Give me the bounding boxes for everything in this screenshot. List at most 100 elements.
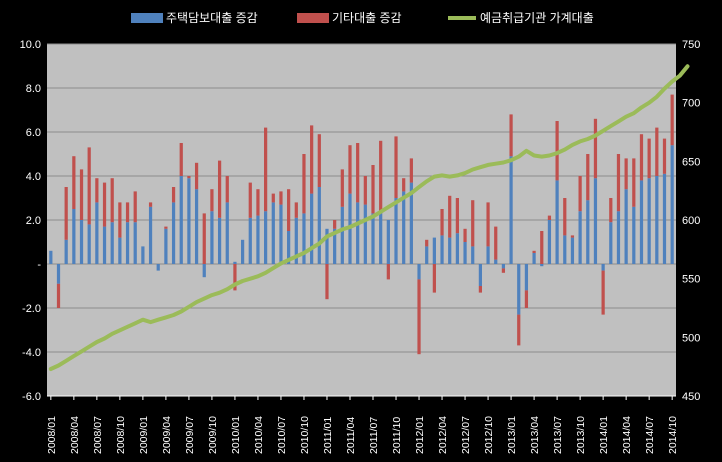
housing-loan-bar bbox=[294, 217, 298, 264]
y-left-tick-label: - bbox=[37, 259, 41, 271]
x-tick-label: 2011/07 bbox=[368, 417, 380, 454]
y-right-tick-label: 650 bbox=[682, 156, 700, 168]
legend-label: 주택담보대출 증감 bbox=[166, 11, 258, 25]
housing-loan-bar bbox=[141, 246, 145, 264]
housing-loan-bar bbox=[325, 228, 329, 264]
other-loan-bar bbox=[102, 182, 107, 227]
housing-loan-bar bbox=[302, 213, 306, 264]
legend-swatch bbox=[131, 13, 163, 23]
x-tick-label: 2010/04 bbox=[253, 416, 265, 454]
housing-loan-bar bbox=[670, 145, 674, 264]
axes: -6.0-4.0-2.0-2.04.06.08.010.045050055060… bbox=[20, 39, 701, 454]
other-loan-bar bbox=[95, 178, 99, 203]
housing-loan-bar bbox=[217, 217, 222, 264]
other-loan-bar bbox=[79, 169, 84, 220]
other-loan-bar bbox=[194, 162, 199, 190]
y-right-tick-label: 500 bbox=[682, 332, 700, 344]
other-loan-bar bbox=[501, 268, 506, 273]
housing-loan-bar bbox=[425, 246, 429, 264]
x-tick-label: 2014/07 bbox=[644, 416, 656, 454]
housing-loan-bar bbox=[463, 242, 467, 264]
other-loan-bar bbox=[632, 158, 636, 207]
other-loan-bar bbox=[455, 198, 459, 234]
housing-loan-bar bbox=[609, 222, 613, 264]
housing-loan-bar bbox=[148, 206, 153, 264]
other-loan-bar bbox=[287, 189, 291, 231]
housing-loan-bar bbox=[432, 237, 436, 264]
housing-loan-bar bbox=[440, 235, 444, 264]
housing-loan-bar bbox=[363, 204, 367, 264]
housing-loan-bar bbox=[164, 228, 168, 264]
other-loan-bar bbox=[56, 283, 61, 308]
housing-loan-bar bbox=[310, 193, 314, 264]
other-loan-bar bbox=[440, 209, 444, 236]
x-tick-label: 2010/10 bbox=[299, 416, 311, 454]
housing-loan-bar bbox=[639, 180, 644, 264]
other-loan-bar bbox=[187, 176, 191, 179]
housing-loan-bar bbox=[248, 217, 252, 264]
housing-loan-bar bbox=[179, 176, 183, 264]
other-loan-bar bbox=[540, 231, 544, 264]
other-loan-bar bbox=[494, 226, 498, 260]
line-series bbox=[48, 64, 690, 371]
other-loan-bar bbox=[87, 147, 91, 225]
housing-loan-bar bbox=[593, 178, 598, 264]
housing-loan-bar bbox=[87, 224, 91, 264]
other-loan-bar bbox=[264, 127, 268, 212]
housing-loan-bar bbox=[386, 220, 390, 264]
other-loan-bar bbox=[409, 158, 413, 183]
housing-loan-bar bbox=[49, 250, 53, 264]
other-loan-bar bbox=[133, 191, 137, 223]
housing-loan-bar bbox=[210, 211, 214, 264]
housing-loan-bar bbox=[187, 178, 191, 264]
legend-label: 예금취급기관 가계대출 bbox=[480, 11, 594, 25]
y-left-tick-label: 8.0 bbox=[26, 83, 41, 95]
x-tick-label: 2012/07 bbox=[460, 416, 472, 454]
x-tick-label: 2009/01 bbox=[138, 416, 150, 454]
x-tick-label: 2014/10 bbox=[667, 416, 679, 454]
other-loan-bar bbox=[317, 134, 321, 187]
y-right-tick-label: 600 bbox=[682, 215, 700, 227]
housing-loan-bar bbox=[632, 206, 636, 264]
other-loan-bar bbox=[532, 250, 536, 253]
other-loan-bar bbox=[578, 176, 582, 212]
other-loan-bar bbox=[432, 264, 436, 293]
housing-loan-bar bbox=[194, 189, 199, 264]
x-tick-label: 2008/10 bbox=[115, 416, 127, 454]
housing-loan-bar bbox=[494, 259, 498, 264]
housing-loan-bar bbox=[563, 235, 567, 264]
y-left-tick-label: 4.0 bbox=[26, 171, 41, 183]
other-loan-bar bbox=[662, 138, 667, 174]
housing-loan-bar bbox=[570, 237, 575, 264]
other-loan-bar bbox=[310, 125, 314, 194]
other-loan-bar bbox=[72, 156, 76, 209]
other-loan-bar bbox=[271, 193, 275, 203]
housing-loan-bar bbox=[317, 187, 321, 264]
housing-loan-bar bbox=[624, 189, 628, 264]
other-loan-bar bbox=[333, 220, 337, 229]
other-loan-bar bbox=[164, 226, 168, 229]
x-tick-label: 2008/04 bbox=[69, 416, 81, 454]
other-loan-bar bbox=[171, 187, 176, 203]
housing-loan-bar bbox=[279, 204, 283, 264]
other-loan-bar bbox=[302, 154, 306, 214]
housing-loan-bar bbox=[501, 264, 506, 269]
x-tick-label: 2011/01 bbox=[322, 417, 334, 454]
housing-loan-bar bbox=[655, 176, 659, 264]
other-loan-bar bbox=[110, 178, 114, 223]
housing-loan-bar bbox=[118, 237, 122, 264]
other-loan-bar bbox=[509, 114, 513, 157]
housing-loan-bar bbox=[110, 222, 114, 264]
other-loan-bar bbox=[363, 176, 367, 205]
x-tick-label: 2009/10 bbox=[207, 416, 219, 454]
housing-loan-bar bbox=[647, 178, 651, 264]
y-left-tick-label: 10.0 bbox=[20, 39, 41, 51]
other-loan-bar bbox=[555, 121, 559, 181]
other-loan-bar bbox=[448, 195, 452, 238]
housing-loan-bar bbox=[264, 211, 268, 264]
x-tick-label: 2011/10 bbox=[391, 417, 403, 454]
other-loan-bar bbox=[586, 154, 590, 201]
other-loan-bar bbox=[148, 202, 153, 207]
other-loan-bar bbox=[570, 235, 575, 238]
